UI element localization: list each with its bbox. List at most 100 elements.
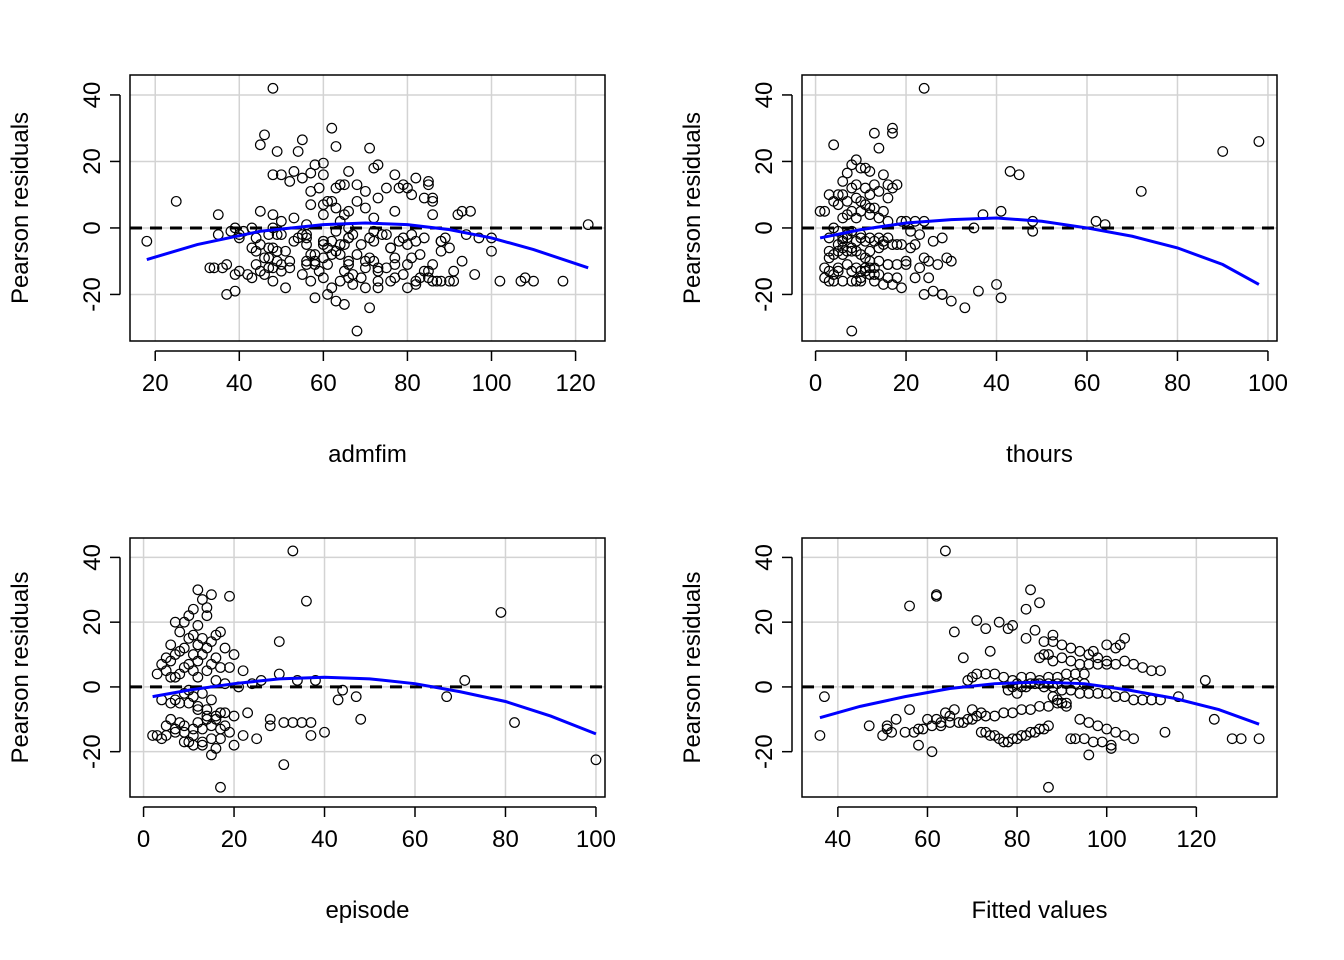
data-point <box>882 232 894 244</box>
data-point <box>841 195 853 207</box>
data-point <box>291 675 303 686</box>
data-point <box>878 205 889 217</box>
data-point <box>1074 645 1086 657</box>
data-point <box>389 205 401 217</box>
data-point <box>873 185 885 197</box>
data-point <box>406 189 418 201</box>
data-point <box>292 232 304 244</box>
data-point <box>301 259 312 270</box>
data-point <box>1083 688 1095 699</box>
x-tick-label: 40 <box>226 370 253 397</box>
x-tick-label: 80 <box>492 826 519 853</box>
data-point <box>204 262 216 274</box>
y-axis-label: Pearson residuals <box>679 112 706 304</box>
data-point <box>206 636 217 647</box>
data-point <box>385 275 397 287</box>
data-point <box>156 658 168 670</box>
data-point <box>494 275 506 287</box>
data-point <box>351 179 363 191</box>
data-point <box>435 275 447 287</box>
data-point <box>389 169 401 181</box>
data-point <box>201 610 213 622</box>
data-point <box>998 707 1010 719</box>
data-point <box>998 671 1010 683</box>
y-tick-label: -20 <box>79 277 106 312</box>
y-tick-label: 40 <box>751 82 778 109</box>
data-point <box>1043 700 1054 712</box>
data-point <box>359 255 371 267</box>
data-point <box>359 202 371 214</box>
y-tick-label: 20 <box>79 609 106 636</box>
data-point <box>1101 639 1113 651</box>
data-point <box>944 710 956 722</box>
data-point <box>850 212 862 224</box>
data-point <box>263 242 275 254</box>
data-point <box>183 697 195 709</box>
data-point <box>473 232 485 244</box>
data-point <box>278 759 290 771</box>
panel-4: 40 60 80 100 120 Fitted values -20 0 20 40 Pearson… <box>679 537 1278 924</box>
data-point <box>196 739 208 751</box>
data-point <box>210 743 222 754</box>
data-point <box>1119 632 1131 644</box>
data-point <box>337 684 349 696</box>
data-point <box>187 730 199 741</box>
data-point <box>908 726 920 738</box>
data-point <box>292 146 304 157</box>
data-point <box>217 262 228 274</box>
data-point <box>322 259 333 270</box>
y-tick-label: -20 <box>79 734 106 769</box>
data-point <box>991 279 1002 290</box>
data-point <box>423 265 434 277</box>
data-point <box>165 697 177 709</box>
data-point <box>1137 694 1148 706</box>
data-point <box>1146 665 1157 677</box>
data-point <box>271 255 283 267</box>
data-point <box>169 726 181 738</box>
data-point <box>1128 733 1140 745</box>
data-point <box>837 212 849 224</box>
data-point <box>228 739 240 751</box>
data-point <box>334 275 346 287</box>
data-point <box>932 259 944 270</box>
data-point <box>909 272 921 284</box>
data-point <box>141 235 153 247</box>
data-point <box>267 275 279 287</box>
data-point <box>959 302 971 314</box>
data-point <box>206 733 217 745</box>
data-point <box>1253 733 1265 745</box>
data-point <box>165 713 177 725</box>
data-point <box>389 252 401 264</box>
data-point <box>1047 636 1059 647</box>
data-point <box>1004 166 1016 177</box>
data-point <box>945 255 957 267</box>
data-point <box>326 282 338 294</box>
data-point <box>953 717 965 728</box>
data-point <box>351 249 363 260</box>
data-point <box>372 265 384 277</box>
x-tick-label: 100 <box>1087 826 1127 853</box>
data-point <box>280 245 291 257</box>
data-point <box>410 172 422 184</box>
data-point <box>993 616 1005 628</box>
data-point <box>557 275 569 287</box>
y-tick-label: 20 <box>79 148 106 175</box>
data-point <box>359 282 371 294</box>
data-point <box>882 272 894 284</box>
data-point <box>1043 781 1054 793</box>
data-point <box>495 607 507 618</box>
x-tick-label: 80 <box>1004 826 1031 853</box>
x-tick-label: 100 <box>471 370 511 397</box>
data-point <box>900 259 912 270</box>
data-point <box>219 720 231 732</box>
data-point <box>169 671 181 683</box>
data-point <box>287 717 299 728</box>
data-point <box>206 658 217 670</box>
data-point <box>313 182 325 194</box>
data-point <box>1087 645 1099 657</box>
data-point <box>296 717 308 728</box>
data-point <box>1034 700 1045 712</box>
data-point <box>823 245 835 257</box>
data-point <box>196 632 208 644</box>
panel-2: 0 20 40 60 80 100 thours -20 0 20 40 Pearson residu… <box>679 74 1288 468</box>
